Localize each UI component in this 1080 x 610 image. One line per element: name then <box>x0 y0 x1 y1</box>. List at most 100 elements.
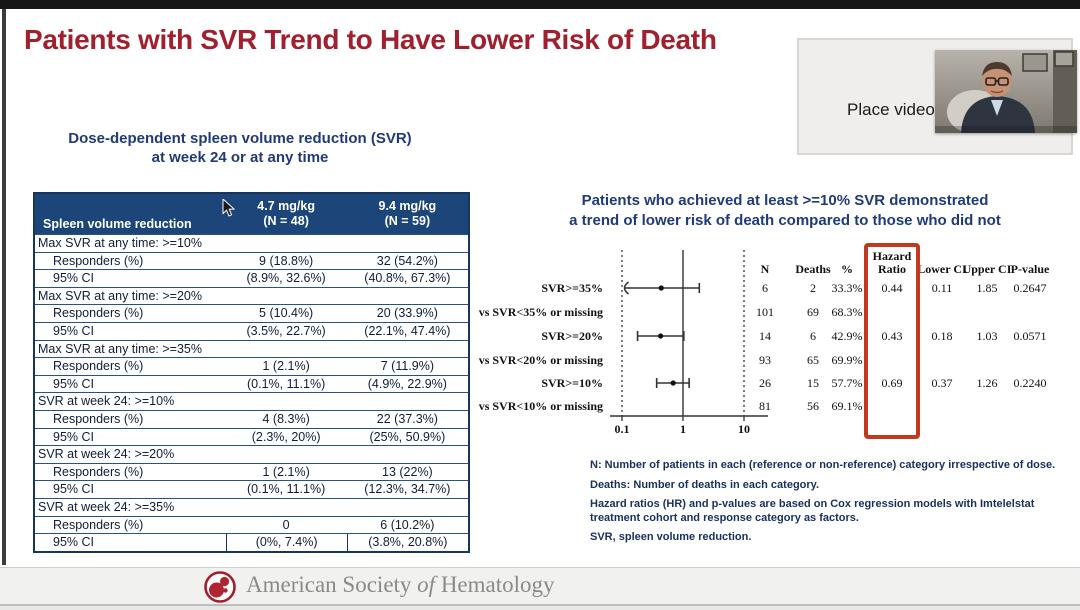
cell-n: 26 <box>759 376 771 390</box>
hazard-ratio-highlight-box <box>864 243 920 439</box>
speaker-suit <box>961 96 1035 133</box>
value-dose1: 4 (8.3%) <box>262 411 310 426</box>
value-dose2: (3.8%, 20.8%) <box>346 534 468 551</box>
table-data-row: Responders (%) 9 (18.8%) 32 (54.2%) <box>35 251 468 270</box>
cell-n: 101 <box>756 305 774 319</box>
speaker-mouth <box>990 90 1004 94</box>
cell-lower-ci: 0.18 <box>932 329 953 343</box>
col-header-lower-ci: Lower CI <box>917 262 967 276</box>
cell-n: 6 <box>762 281 768 295</box>
slide-left-edge <box>2 9 6 565</box>
webcam-bottom-shadow <box>935 126 1077 133</box>
footer-bar: American Society of Hematology <box>0 567 1080 604</box>
col-header-pct: % <box>841 262 853 276</box>
cell-hr: 0.69 <box>882 376 903 390</box>
row-label: Responders (%) <box>53 517 144 532</box>
cell-p-value: 0.2240 <box>1014 376 1047 390</box>
table-header-dose2: 9.4 mg/kg (N = 59) <box>347 194 468 234</box>
section-label: Max SVR at any time: >=20% <box>38 288 202 303</box>
cell-deaths: 56 <box>807 399 819 413</box>
hr-point <box>670 380 676 386</box>
table-data-row: Responders (%) 0 6 (10.2%) <box>35 515 468 534</box>
section-label: SVR at week 24: >=35% <box>38 499 175 514</box>
x-tick-label: 0.1 <box>615 422 630 436</box>
cell-p-value: 0.0571 <box>1014 329 1047 343</box>
value-dose2: 20 (33.9%) <box>376 306 438 321</box>
hr-point <box>658 333 664 339</box>
hr-point <box>658 285 664 291</box>
cell-hr: 0.43 <box>882 329 903 343</box>
cell-deaths: 69 <box>807 305 819 319</box>
table-data-row: 95% CI (0.1%, 11.1%) (4.9%, 22.9%) <box>35 374 468 393</box>
slide-title: Patients with SVR Trend to Have Lower Ri… <box>24 24 717 55</box>
value-dose1: 1 (2.1%) <box>262 464 310 479</box>
cell-lower-ci: 0.37 <box>932 376 953 390</box>
forest-row-label: SVR>=35% <box>541 281 603 295</box>
value-dose2: (25%, 50.9%) <box>369 429 446 444</box>
col-header-upper-ci: Upper CI <box>963 262 1012 276</box>
row-label: 95% CI <box>53 271 94 286</box>
value-dose1: 9 (18.8%) <box>259 253 314 268</box>
col-header-hazard: Hazard <box>873 249 912 263</box>
row-label: Responders (%) <box>53 464 144 479</box>
video-placeholder-label: Place video <box>847 100 935 119</box>
row-label: 95% CI <box>53 535 94 550</box>
cell-pct: 69.9% <box>832 353 863 367</box>
table-section-row: SVR at week 24: >=20% <box>35 445 468 463</box>
col-header-n: N <box>761 262 770 276</box>
row-label: 95% CI <box>53 482 94 497</box>
value-dose1: (3.5%, 22.7%) <box>246 323 326 338</box>
cell-pct: 69.1% <box>832 399 863 413</box>
headline-line2: a trend of lower risk of death compared … <box>569 212 1001 229</box>
value-dose1: 0 <box>282 517 290 532</box>
value-dose1: (0.1%, 11.1%) <box>246 376 326 391</box>
row-label: 95% CI <box>53 429 94 444</box>
table-section-row: SVR at week 24: >=10% <box>35 392 468 410</box>
table-data-row: 95% CI (0.1%, 11.1%) (12.3%, 34.7%) <box>35 480 468 498</box>
dose2-label: 9.4 mg/kg <box>378 199 437 213</box>
dose1-n: (N = 48) <box>263 214 309 228</box>
wall-frame-1 <box>1022 53 1048 72</box>
value-dose2: (40.8%, 67.3%) <box>364 271 451 286</box>
org-part3: Hematology <box>435 572 555 597</box>
forest-row-label: SVR>=10% <box>541 376 603 390</box>
cell-p-value: 0.2647 <box>1014 281 1047 295</box>
cell-pct: 33.3% <box>832 281 863 295</box>
footnotes: N: Number of patients in each (reference… <box>590 459 1068 551</box>
footer-org-name: American Society of Hematology <box>246 572 555 598</box>
section-label: SVR at week 24: >=10% <box>38 394 175 409</box>
footnote: SVR, spleen volume reduction. <box>590 531 752 543</box>
value-dose2: 22 (37.3%) <box>376 411 438 426</box>
table-data-row: 95% CI (8.9%, 32.6%) (40.8%, 67.3%) <box>35 269 468 287</box>
dose2-n: (N = 59) <box>384 214 431 228</box>
value-dose1: (8.9%, 32.6%) <box>246 271 326 286</box>
forest-row-label: vs SVR<35% or missing <box>479 305 603 319</box>
col-header-p-value: P-value <box>1011 262 1050 276</box>
wall-frame-2 <box>1054 51 1074 67</box>
cell-deaths: 6 <box>810 329 816 343</box>
speaker-hair <box>982 62 1012 76</box>
cell-lower-ci: 0.11 <box>932 281 953 295</box>
table-data-row: Responders (%) 5 (10.4%) 20 (33.9%) <box>35 304 468 322</box>
table-body: Max SVR at any time: >=10% Responders (%)… <box>35 234 468 551</box>
footnote: Deaths: Number of deaths in each categor… <box>590 478 820 491</box>
cell-hr: 0.44 <box>882 281 903 295</box>
value-dose1: 1 (2.1%) <box>262 359 310 374</box>
cell-pct: 57.7% <box>832 376 863 390</box>
x-tick-label: 1 <box>680 422 686 436</box>
value-dose2: (12.3%, 34.7%) <box>364 482 451 497</box>
table-data-row: Responders (%) 1 (2.1%) 13 (22%) <box>35 462 468 481</box>
ash-logo-icon <box>204 571 236 603</box>
cell-n: 93 <box>759 353 771 367</box>
forest-row-label: vs SVR<20% or missing <box>479 353 603 367</box>
mouse-cursor-icon <box>222 199 236 217</box>
speaker-glasses <box>985 77 1009 86</box>
forest-plot-headline: Patients who achieved at least >=10% SVR… <box>555 191 1015 231</box>
cell-upper-ci: 1.26 <box>977 376 998 390</box>
table-data-row: 95% CI (2.3%, 20%) (25%, 50.9%) <box>35 427 468 446</box>
table-section-row: SVR at week 24: >=35% <box>35 497 468 516</box>
footnote: N: Number of patients in each (reference… <box>590 459 1056 471</box>
cell-upper-ci: 1.85 <box>977 281 998 295</box>
value-dose1: (2.3%, 20%) <box>251 429 321 444</box>
